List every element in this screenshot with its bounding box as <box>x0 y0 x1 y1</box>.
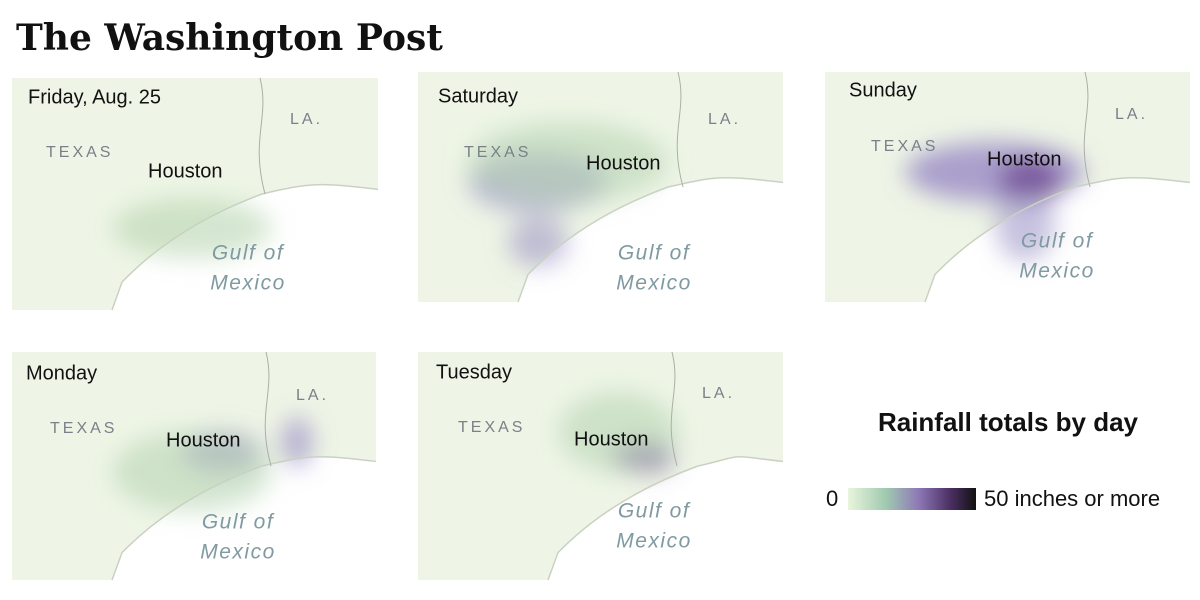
rain-area <box>112 432 272 512</box>
state-border <box>676 71 684 188</box>
rainfall <box>112 417 312 512</box>
rain-area <box>282 417 312 467</box>
gulf-label: Gulf of <box>618 242 691 265</box>
legend-min: 0 <box>826 486 838 511</box>
state-label: TEXAS <box>50 420 117 437</box>
day-label: Friday, Aug. 25 <box>28 86 161 108</box>
map-panels: Friday, Aug. 25 TEXAS LA. Houston Gulf of Mex… <box>12 71 1191 581</box>
city-label: Houston <box>166 429 241 451</box>
state-label: TEXAS <box>458 419 525 436</box>
gulf-label: Mexico <box>200 541 276 564</box>
rain-area <box>468 122 668 202</box>
rain-area <box>112 198 272 258</box>
gulf-label: Mexico <box>210 272 286 295</box>
coastline <box>517 176 784 303</box>
state-label: LA. <box>296 387 329 404</box>
legend-ramp <box>848 488 976 510</box>
map-panel: Sunday TEXAS LA. Houston Gulf of Mexico <box>825 71 1191 303</box>
gulf-label: Mexico <box>616 272 692 295</box>
city-label: Houston <box>586 152 661 174</box>
coastline <box>111 183 379 311</box>
legend-title: Rainfall totals by day <box>878 407 1139 437</box>
state-label: TEXAS <box>46 144 113 161</box>
day-label: Monday <box>26 362 97 384</box>
day-label: Saturday <box>438 85 518 107</box>
state-border <box>670 351 678 467</box>
state-border <box>1083 71 1091 188</box>
gulf-label: Gulf of <box>202 511 275 534</box>
legend-max: 50 inches or more <box>984 486 1160 511</box>
gulf-label: Gulf of <box>212 242 285 265</box>
gulf-label: Mexico <box>616 530 692 553</box>
map-panel: Saturday TEXAS LA. Houston Gulf of Mexico <box>418 71 784 303</box>
state-border <box>264 351 272 467</box>
map-panel: Monday TEXAS LA. Houston Gulf of Mexico <box>12 351 377 581</box>
state-label: LA. <box>708 111 741 128</box>
rainfall <box>558 392 678 472</box>
day-label: Tuesday <box>436 361 512 383</box>
state-label: TEXAS <box>871 138 938 155</box>
gulf-label: Gulf of <box>618 500 691 523</box>
land <box>12 78 378 310</box>
gulf-label: Gulf of <box>1021 230 1094 253</box>
rainfall <box>468 122 668 267</box>
gulf-label: Mexico <box>1019 260 1095 283</box>
state-border <box>258 77 266 195</box>
state-label: LA. <box>290 111 323 128</box>
city-label: Houston <box>987 148 1062 170</box>
rain-area <box>558 392 678 472</box>
state-label: LA. <box>1115 106 1148 123</box>
coastline <box>924 176 1191 303</box>
rainfall <box>112 198 272 258</box>
coastline <box>547 456 784 581</box>
state-label: TEXAS <box>464 144 531 161</box>
masthead: The Washington Post <box>16 17 443 59</box>
day-label: Sunday <box>849 79 917 101</box>
state-label: LA. <box>702 385 735 402</box>
coastline <box>111 456 377 581</box>
city-label: Houston <box>148 160 223 182</box>
map-panel: Tuesday TEXAS LA. Houston Gulf of Mexico <box>418 351 784 581</box>
map-panel: Friday, Aug. 25 TEXAS LA. Houston Gulf of Mex… <box>12 77 379 311</box>
rain-area <box>508 217 568 267</box>
city-label: Houston <box>574 428 649 450</box>
